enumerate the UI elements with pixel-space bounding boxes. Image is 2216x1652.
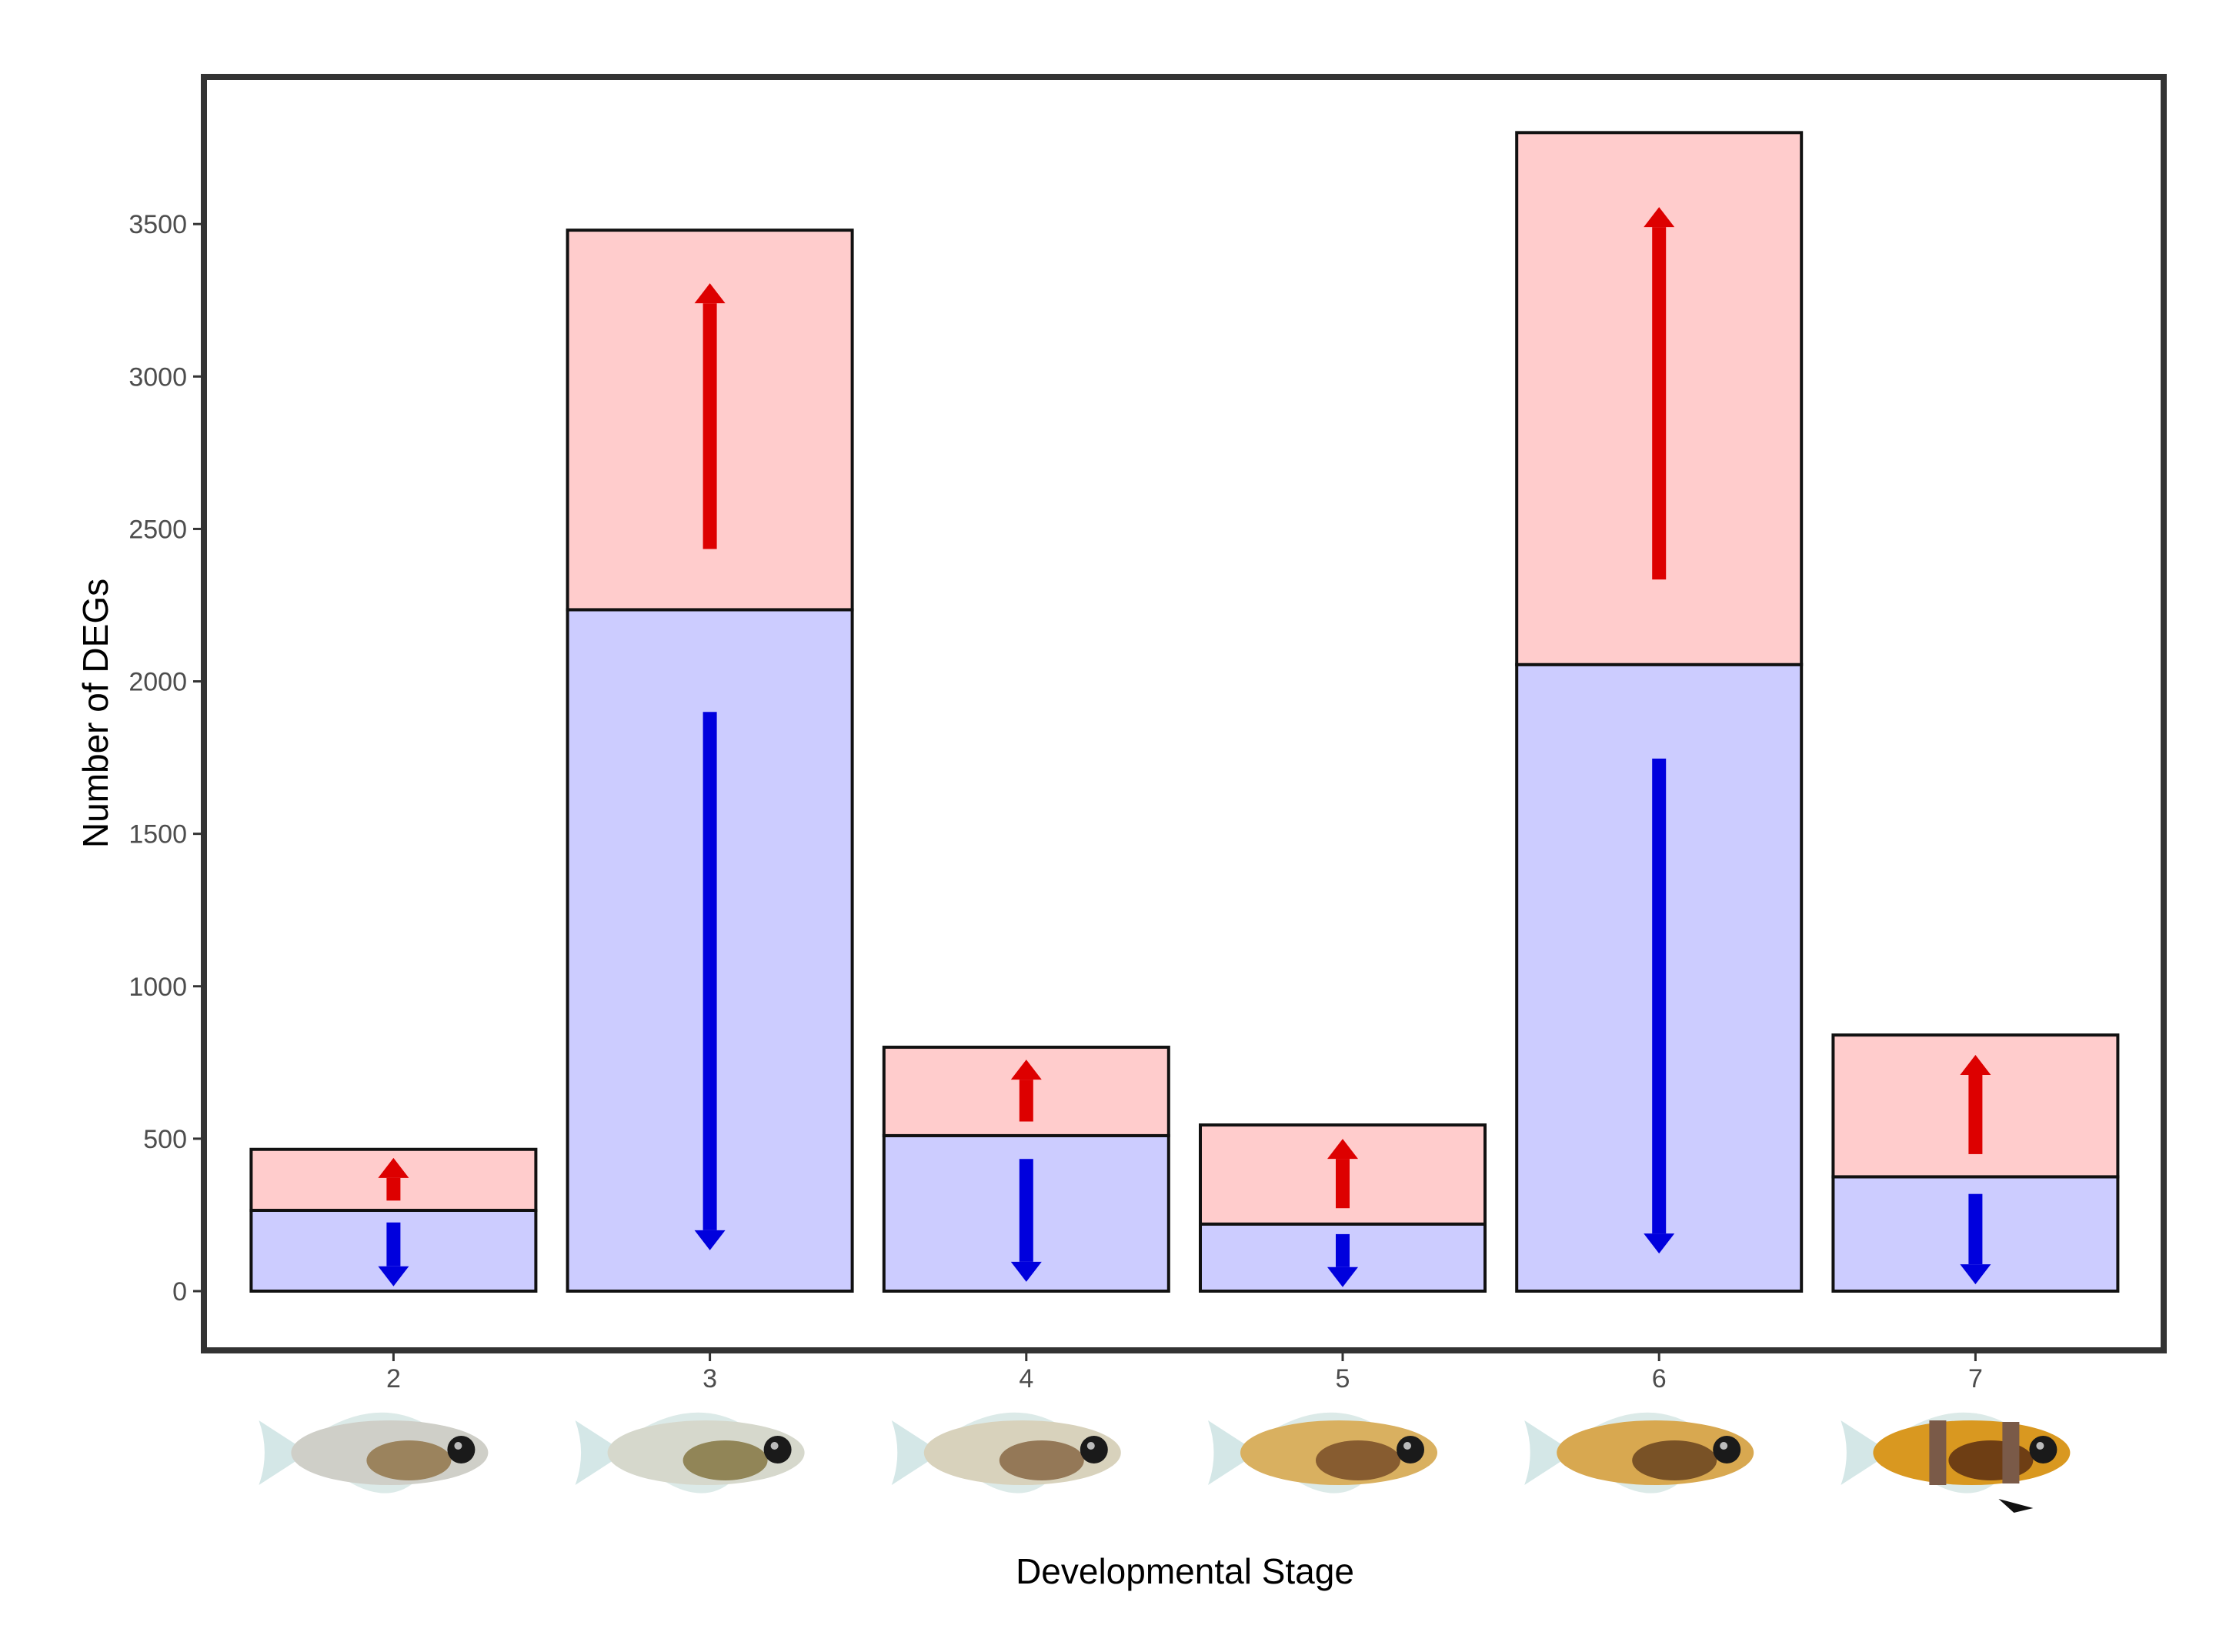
- x-axis-title: Developmental Stage: [1016, 1551, 1354, 1591]
- down-arrow-icon-stage-6: [1644, 758, 1675, 1254]
- up-arrow-icon-stage-3: [694, 283, 726, 549]
- up-arrow-icon-stage-5-head: [1327, 1139, 1358, 1160]
- y-tick-label: 1000: [128, 973, 187, 1002]
- down-arrow-icon-stage-7-head: [1960, 1264, 1991, 1285]
- y-tick-label: 3500: [128, 210, 187, 239]
- down-arrow-icon-stage-3-shaft: [703, 712, 717, 1230]
- down-arrow-icon-stage-7: [1960, 1193, 1991, 1285]
- y-tick-label: 500: [143, 1125, 187, 1154]
- x-tick-label-stage-4: 4: [1019, 1364, 1033, 1393]
- down-arrow-icon-stage-2-head: [378, 1266, 409, 1287]
- y-axis-title: Number of DEGs: [75, 579, 115, 848]
- up-arrow-icon-stage-6: [1644, 207, 1675, 580]
- y-tick-label: 0: [172, 1277, 187, 1307]
- up-arrow-icon-stage-4: [1010, 1060, 1042, 1122]
- up-arrow-icon-stage-6-shaft: [1652, 227, 1667, 580]
- down-arrow-icon-stage-3: [694, 712, 726, 1250]
- y-tick-label: 3000: [128, 362, 187, 392]
- down-arrow-icon-stage-6-shaft: [1652, 758, 1667, 1234]
- up-arrow-icon-stage-7: [1960, 1054, 1991, 1154]
- x-tick-label-stage-5: 5: [1336, 1364, 1350, 1393]
- down-arrow-icon-stage-2-shaft: [386, 1222, 401, 1267]
- up-arrow-icon-stage-5: [1327, 1139, 1358, 1209]
- x-tick-label-stage-7: 7: [1968, 1364, 1983, 1393]
- plot-panel-border: [201, 74, 2167, 1353]
- y-tick-label: 1500: [128, 820, 187, 849]
- down-arrow-icon-stage-4-shaft: [1019, 1159, 1033, 1262]
- down-arrow-icon-stage-4: [1010, 1159, 1042, 1282]
- up-arrow-icon-stage-3-shaft: [703, 303, 717, 549]
- up-arrow-icon-stage-7-head: [1960, 1054, 1991, 1075]
- down-arrow-icon-stage-7-shaft: [1968, 1193, 1983, 1265]
- x-tick-label-stage-3: 3: [703, 1364, 717, 1393]
- down-arrow-icon-stage-2: [378, 1222, 409, 1287]
- up-arrow-icon-stage-2-shaft: [386, 1177, 401, 1201]
- fish-larva-stage-3-icon: [575, 1412, 805, 1493]
- up-arrow-icon-stage-4-shaft: [1019, 1080, 1033, 1122]
- up-arrow-icon-stage-3-head: [694, 283, 726, 304]
- down-arrow-icon-stage-5-shaft: [1336, 1233, 1350, 1267]
- down-arrow-icon-stage-3-head: [694, 1230, 726, 1250]
- clownfish-juvenile-stage-7-icon: [1841, 1412, 2071, 1513]
- x-tick-label-stage-2: 2: [386, 1364, 401, 1393]
- down-arrow-icon-stage-6-head: [1644, 1233, 1675, 1254]
- up-arrow-icon-stage-2-head: [378, 1157, 409, 1178]
- up-arrow-icon-stage-7-shaft: [1968, 1074, 1983, 1154]
- up-arrow-icon-stage-5-shaft: [1336, 1159, 1350, 1209]
- fish-larva-stage-6-icon: [1524, 1412, 1754, 1493]
- up-arrow-icon-stage-2: [378, 1157, 409, 1201]
- fish-larva-stage-2-icon: [259, 1412, 489, 1493]
- down-arrow-icon-stage-5: [1327, 1233, 1358, 1287]
- fish-larva-stage-4-icon: [891, 1412, 1121, 1493]
- fish-larva-stage-5-icon: [1208, 1412, 1437, 1493]
- up-arrow-icon-stage-4-head: [1010, 1060, 1042, 1080]
- down-arrow-icon-stage-4-head: [1010, 1261, 1042, 1282]
- y-tick-label: 2500: [128, 515, 187, 544]
- up-arrow-icon-stage-6-head: [1644, 207, 1675, 228]
- x-tick-label-stage-6: 6: [1652, 1364, 1667, 1393]
- y-tick-label: 2000: [128, 668, 187, 697]
- down-arrow-icon-stage-5-head: [1327, 1267, 1358, 1287]
